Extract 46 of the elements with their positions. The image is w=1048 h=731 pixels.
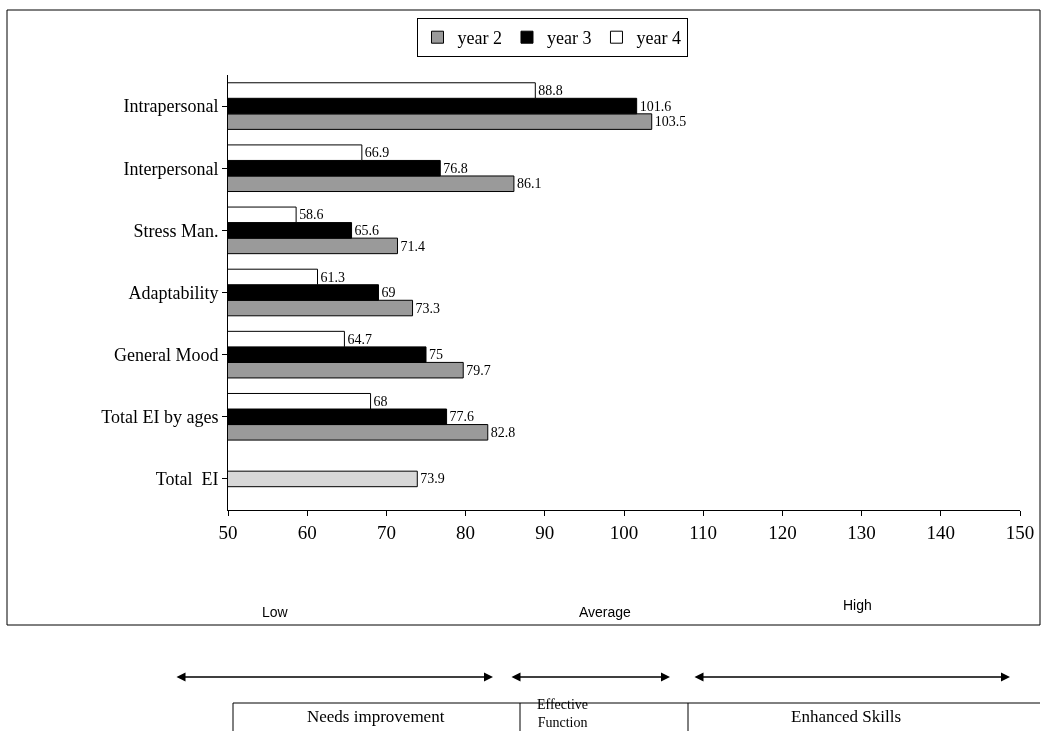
data-label: 71.4 <box>400 238 425 254</box>
data-label: 88.8 <box>538 83 563 99</box>
data-label: 103.5 <box>654 114 687 130</box>
x-tick-label: 50 <box>218 521 238 543</box>
y-tick-label: Adaptability <box>128 282 219 303</box>
y-tick-label: Total EI <box>155 469 219 490</box>
data-label: 66.9 <box>364 145 390 161</box>
text: Enhanced Skills <box>791 707 902 726</box>
data-label: 64.7 <box>347 331 372 347</box>
data-label: 73.3 <box>415 300 440 316</box>
text: Average <box>579 604 632 620</box>
data-label: 101.6 <box>639 98 672 114</box>
x-tick-label: 70 <box>376 521 396 543</box>
data-label: 73.9 <box>420 471 445 487</box>
data-label: 79.7 <box>466 362 491 378</box>
y-tick-label: General Mood <box>113 344 219 365</box>
x-tick-label: 150 <box>1005 521 1035 543</box>
x-tick-label: 140 <box>926 521 956 543</box>
data-label: 58.6 <box>299 207 324 223</box>
data-label: 61.3 <box>320 269 345 285</box>
data-label: 82.8 <box>490 424 516 440</box>
legend-label: year 2 <box>457 28 502 49</box>
data-label: 69 <box>381 285 396 300</box>
x-tick-label: 110 <box>689 521 718 543</box>
data-label: 68 <box>373 393 388 409</box>
x-tick-label: 90 <box>535 521 555 543</box>
legend-label: year 4 <box>636 28 681 49</box>
y-tick-label: Intrapersonal <box>123 96 219 117</box>
data-label: 77.6 <box>449 409 475 425</box>
y-tick-label: Interpersonal <box>123 158 219 179</box>
text: Effective Function <box>537 697 589 731</box>
data-label: 76.8 <box>443 160 468 176</box>
data-label: 86.1 <box>516 176 542 192</box>
legend-label: year 3 <box>546 28 592 49</box>
x-tick-label: 60 <box>297 521 317 543</box>
y-tick-label: Total EI by ages <box>101 407 219 428</box>
x-tick-label: 120 <box>768 521 797 543</box>
x-tick-label: 80 <box>456 521 476 543</box>
y-tick-label: Stress Man. <box>133 220 219 241</box>
text: High <box>843 597 872 613</box>
x-tick-label: 130 <box>847 521 876 543</box>
text: Needs improvement <box>307 707 445 726</box>
data-label: 65.6 <box>354 222 380 238</box>
data-label: 75 <box>429 347 443 363</box>
text: Low <box>262 604 289 620</box>
x-tick-label: 100 <box>609 521 639 543</box>
